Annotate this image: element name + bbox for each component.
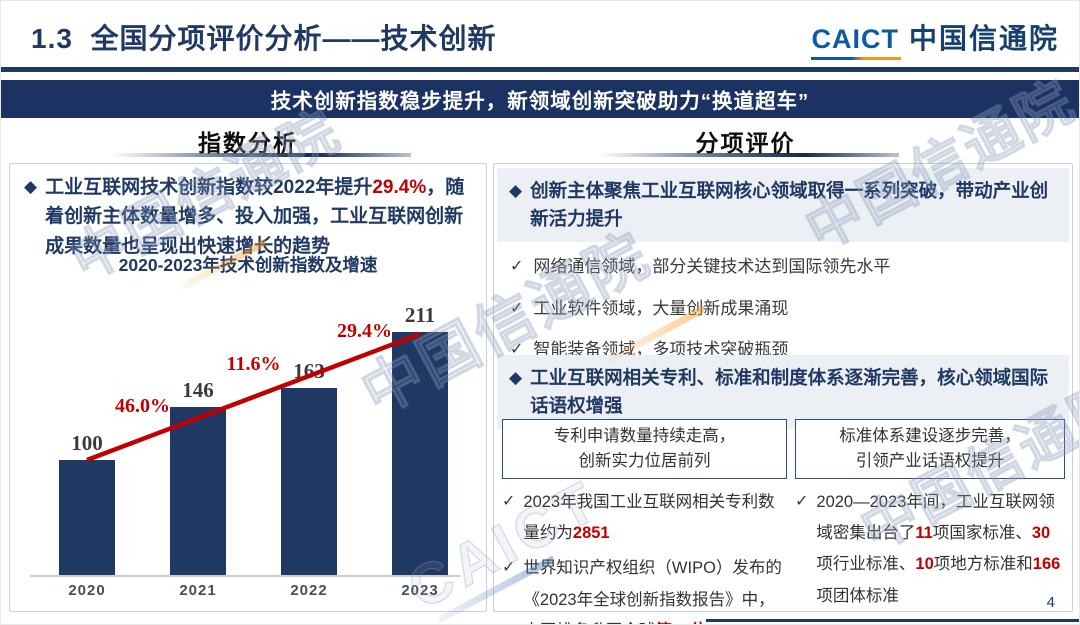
patents-column: 专利申请数量持续走高， 创新实力位居前列 ✓ 2023年我国工业互联网相关专利数…: [502, 419, 787, 624]
check-text: 工业软件领域，大量创新成果涌现: [533, 299, 789, 318]
intro-bullet: ◆ 工业互联网技术创新指数较2022年提升29.4%，随着创新主体数量增多、投入…: [24, 173, 478, 261]
banner-text: 技术创新指数稳步提升，新领域创新突破助力“换道超车”: [270, 90, 810, 113]
diamond-bullet-icon: ◆: [509, 181, 523, 200]
page-title: 1.3 全国分项评价分析——技术创新: [31, 23, 497, 54]
check-icon: ✓: [510, 341, 524, 358]
x-axis-tick-label: 2022: [290, 582, 328, 599]
growth-rate-label: 11.6%: [226, 353, 281, 375]
heading-innovation-breakthrough: ◆ 创新主体聚焦工业互联网核心领域取得一系列突破，带动产业创新活力提升: [497, 168, 1069, 242]
diamond-bullet-icon: ◆: [509, 368, 523, 387]
patents-box-line1: 专利申请数量持续走高，: [553, 427, 736, 445]
page-number: 4: [1046, 594, 1055, 611]
growth-rate-label: 29.4%: [337, 320, 392, 342]
check-text: 网络通信领域，部分关键技术达到国际领先水平: [533, 257, 891, 276]
caict-logo-text-en: CAICT: [811, 24, 901, 60]
left-section-underline: [111, 153, 411, 157]
check-item-network: ✓ 网络通信领域，部分关键技术达到国际领先水平: [510, 255, 1062, 280]
check-icon: ✓: [510, 300, 524, 317]
bar-2023: [392, 332, 448, 575]
bar-2020: [59, 460, 115, 575]
check-icon: ✓: [795, 492, 809, 510]
check-item-software: ✓ 工业软件领域，大量创新成果涌现: [510, 297, 1062, 322]
standards-box-line2: 引领产业话语权提升: [855, 451, 1005, 470]
right-section-underline: [599, 153, 899, 157]
footer-accent-line: [706, 619, 1079, 622]
intro-text: 工业互联网技术创新指数较2022年提升29.4%，随着创新主体数量增多、投入加强…: [45, 177, 465, 257]
standards-box-line1: 标准体系建设逐步完善，: [839, 427, 1021, 445]
patents-box-line2: 创新实力位居前列: [578, 451, 711, 470]
bar-value-label: 211: [404, 303, 436, 327]
standards-count-text: 2020—2023年间，工业互联网领域密集出台了11项国家标准、30项行业标准、…: [816, 492, 1061, 605]
caict-logo-text-cn: 中国信通院: [908, 23, 1059, 54]
innovation-index-bar-chart: 100 2020 146 2021 163 2022 211 2023 46.0% 11.6% 29…: [20, 274, 476, 604]
right-section-title: 分项评价: [695, 130, 796, 156]
standards-box: 标准体系建设逐步完善， 引领产业话语权提升: [795, 419, 1065, 479]
standards-count-item: ✓ 2020—2023年间，工业互联网领域密集出台了11项国家标准、30项行业标…: [795, 487, 1065, 612]
heading-text: 创新主体聚焦工业互联网核心领域取得一系列突破，带动产业创新活力提升: [530, 180, 1049, 229]
wipo-ranking-text: 世界知识产权组织（WIPO）发布的《2023年全球创新指数报告》中，中国排名升至…: [523, 559, 782, 624]
diamond-bullet-icon: ◆: [24, 177, 38, 196]
bar-2021: [170, 407, 226, 575]
sub-evaluation-panel: ◆ 创新主体聚焦工业互联网核心领域取得一系列突破，带动产业创新活力提升 ✓ 网络…: [493, 163, 1073, 624]
standards-column: 标准体系建设逐步完善， 引领产业话语权提升 ✓ 2020—2023年间，工业互联…: [795, 419, 1065, 616]
heading-patents-standards: ◆ 工业互联网相关专利、标准和制度体系逐渐完善，核心领域国际话语权增强: [497, 355, 1069, 429]
patent-count-text: 2023年我国工业互联网相关专利数量约为2851: [523, 492, 775, 542]
heading-text: 工业互联网相关专利、标准和制度体系逐渐完善，核心领域国际话语权增强: [530, 367, 1049, 416]
x-axis-line: [30, 575, 460, 577]
patents-box: 专利申请数量持续走高， 创新实力位居前列: [502, 419, 787, 479]
index-analysis-panel: ◆ 工业互联网技术创新指数较2022年提升29.4%，随着创新主体数量增多、投入…: [9, 163, 487, 612]
check-icon: ✓: [502, 492, 516, 510]
caict-logo: CAICT 中国信通院: [811, 17, 1059, 60]
x-axis-tick-label: 2021: [179, 582, 217, 599]
bar-value-label: 100: [71, 431, 103, 455]
patent-count-item: ✓ 2023年我国工业互联网相关专利数量约为2851: [502, 487, 787, 550]
check-icon: ✓: [510, 258, 524, 275]
x-axis-tick-label: 2020: [68, 582, 106, 599]
x-axis-tick-label: 2023: [401, 582, 439, 599]
wipo-ranking-item: ✓ 世界知识产权组织（WIPO）发布的《2023年全球创新指数报告》中，中国排名…: [502, 553, 787, 624]
bar-2022: [281, 388, 337, 575]
check-icon: ✓: [502, 559, 516, 577]
title-divider-line: [1, 67, 1079, 72]
left-section-title: 指数分析: [198, 130, 298, 156]
growth-rate-label: 46.0%: [115, 395, 170, 417]
banner: 技术创新指数稳步提升，新领域创新突破助力“换道超车”: [1, 80, 1079, 118]
